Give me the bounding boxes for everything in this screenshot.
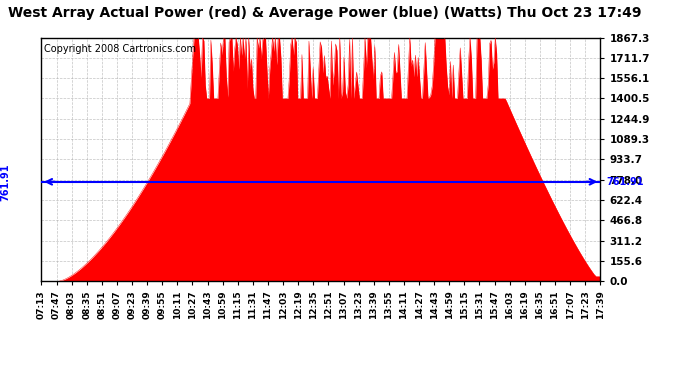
Text: 761.91: 761.91 [606,177,643,187]
Text: Copyright 2008 Cartronics.com: Copyright 2008 Cartronics.com [44,44,196,54]
Text: West Array Actual Power (red) & Average Power (blue) (Watts) Thu Oct 23 17:49: West Array Actual Power (red) & Average … [8,6,641,20]
Text: 761.91: 761.91 [1,163,10,201]
